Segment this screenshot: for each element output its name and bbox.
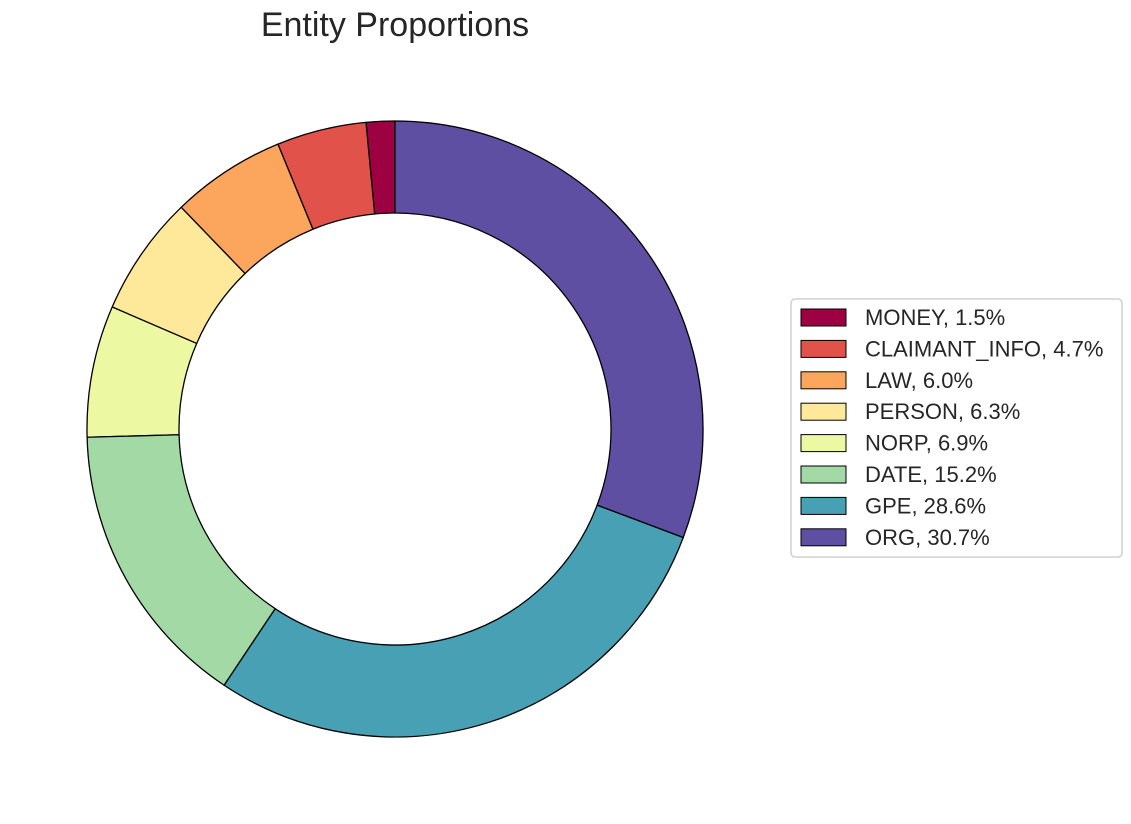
legend-swatch xyxy=(800,528,847,547)
legend-frame xyxy=(790,298,1123,558)
chart-title: Entity Proportions xyxy=(261,6,529,44)
legend-label: NORP, 6.9% xyxy=(865,431,988,456)
legend-label: ORG, 30.7% xyxy=(865,525,990,550)
legend-label: LAW, 6.0% xyxy=(865,368,973,393)
legend-label: PERSON, 6.3% xyxy=(865,399,1020,424)
donut-slices xyxy=(86,120,704,738)
legend: MONEY, 1.5% CLAIMANT_INFO, 4.7% LAW, 6.0% P… xyxy=(790,298,1123,558)
slice-gpe xyxy=(223,504,684,738)
slice-date xyxy=(86,434,276,686)
legend-swatch xyxy=(800,465,847,484)
legend-swatch xyxy=(800,434,847,453)
legend-swatch xyxy=(800,496,847,515)
legend-label: MONEY, 1.5% xyxy=(865,305,1005,330)
legend-swatch xyxy=(800,371,847,390)
legend-swatch xyxy=(800,308,847,327)
legend-label: GPE, 28.6% xyxy=(865,493,986,518)
legend-swatch xyxy=(800,339,847,358)
legend-swatch xyxy=(800,402,847,421)
legend-label: CLAIMANT_INFO, 4.7% xyxy=(865,336,1103,361)
legend-label: DATE, 15.2% xyxy=(865,462,997,487)
slice-org xyxy=(394,120,704,539)
